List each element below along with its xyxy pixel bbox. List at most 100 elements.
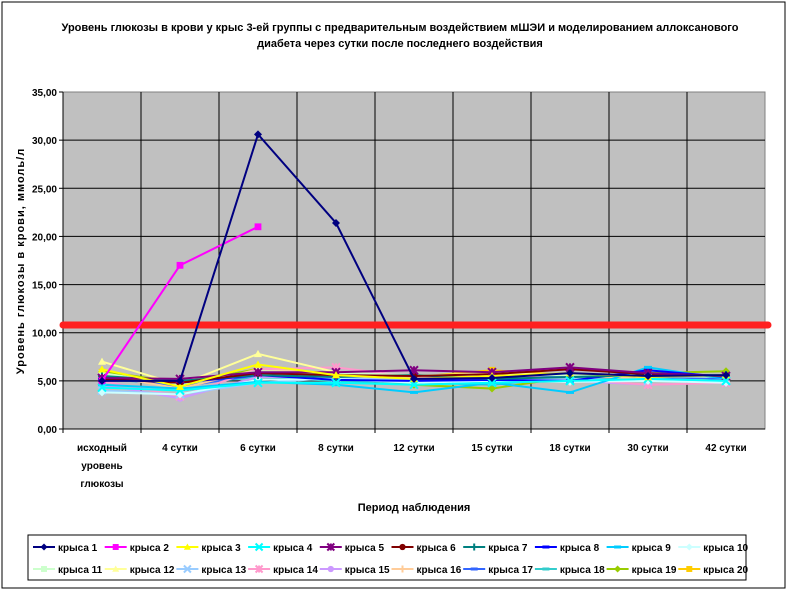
legend-item-17: крыса 17	[463, 565, 533, 576]
legend-item-15: крыса 15	[319, 565, 390, 576]
data-point	[97, 382, 107, 393]
legend-swatch-marker	[112, 565, 120, 572]
legend-label: крыса 2	[130, 543, 170, 554]
x-tick-label: 30 сутки	[627, 443, 668, 454]
legend-label: крыса 8	[560, 543, 600, 554]
legend-swatch-marker	[686, 566, 693, 572]
y-tick-label: 15,00	[32, 281, 57, 292]
legend-label: крыса 20	[703, 565, 748, 576]
legend-item-18: крыса 18	[534, 565, 605, 576]
legend: крыса 1 крыса 2 крыса 3 крыса 4 крыса 5 крыса…	[33, 542, 749, 576]
legend-label: крыса 5	[345, 543, 385, 554]
x-tick-labels: исходный уровень глюкозы 4 сутки 6 сутки 8 су…	[62, 429, 747, 490]
legend-label: крыса 19	[632, 565, 677, 576]
x-tick-label: уровень	[81, 461, 122, 472]
data-point	[332, 371, 340, 379]
data-point	[176, 376, 184, 385]
legend-label: крыса 3	[201, 543, 241, 554]
x-tick-label: 4 сутки	[162, 443, 198, 454]
x-tick-label: исходный	[77, 443, 127, 454]
data-point	[98, 357, 106, 365]
legend-swatch-marker	[254, 564, 264, 574]
legend-item-3: крыса 3	[176, 543, 241, 554]
chart-title-line-2: диабета через сутки после последнего воз…	[257, 38, 543, 50]
data-point	[253, 367, 263, 377]
legend-label: крыса 17	[488, 565, 533, 576]
legend-box	[27, 534, 747, 581]
legend-swatch-marker	[41, 566, 47, 572]
x-tick-label: 6 сутки	[240, 443, 276, 454]
chart-title-line-1: Уровень глюкозы в крови у крыс 3-ей груп…	[62, 22, 739, 34]
y-tick-label: 5,00	[38, 377, 58, 388]
legend-item-14: крыса 14	[248, 564, 318, 576]
legend-label: крыса 10	[703, 543, 748, 554]
legend-label: крыса 16	[417, 565, 462, 576]
series-1	[98, 130, 730, 385]
y-tick-label: 0,00	[38, 425, 58, 436]
data-point	[254, 130, 262, 139]
legend-item-8: крыса 8	[534, 543, 600, 554]
legend-label: крыса 14	[273, 565, 318, 576]
x-tick-label: глюкозы	[80, 479, 123, 490]
legend-item-11: крыса 11	[33, 565, 103, 576]
y-tick-label: 20,00	[32, 232, 57, 243]
legend-item-20: крыса 20	[678, 565, 749, 576]
legend-swatch-marker	[399, 565, 406, 573]
data-point	[410, 374, 418, 383]
legend-label: крыса 13	[201, 565, 246, 576]
data-point	[253, 378, 263, 388]
legend-swatch-marker	[685, 543, 693, 551]
legend-item-1: крыса 1	[33, 543, 98, 554]
legend-swatch-marker	[112, 544, 119, 550]
legend-label: крыса 7	[488, 543, 528, 554]
y-tick-label: 35,00	[32, 88, 57, 99]
legend-item-16: крыса 16	[391, 565, 462, 576]
legend-item-12: крыса 12	[104, 565, 175, 576]
x-tick-label: 18 сутки	[549, 443, 590, 454]
data-point	[98, 365, 106, 373]
y-axis-label: Уровень глюкозы в крови, ммоль/л	[15, 148, 27, 374]
legend-label: крыса 12	[130, 565, 175, 576]
data-point	[487, 378, 497, 388]
x-tick-label: 8 сутки	[318, 443, 354, 454]
legend-label: крыса 9	[632, 543, 672, 554]
data-point	[176, 382, 184, 390]
data-point	[722, 371, 730, 380]
legend-swatch-marker	[40, 543, 48, 551]
legend-item-5: крыса 5	[319, 542, 385, 554]
legend-swatch-marker	[470, 543, 478, 551]
data-point	[254, 223, 262, 231]
data-point	[254, 349, 262, 358]
legend-item-19: крыса 19	[606, 565, 677, 576]
legend-item-9: крыса 9	[606, 543, 672, 554]
x-tick-label: 12 сутки	[393, 443, 434, 454]
data-point	[565, 376, 575, 386]
data-point	[176, 261, 184, 269]
x-tick-label: 15 сутки	[471, 443, 512, 454]
data-point	[332, 218, 340, 227]
data-point	[566, 369, 574, 378]
x-axis-label: Период наблюдения	[358, 502, 471, 514]
data-point	[644, 372, 652, 381]
legend-label: крыса 11	[58, 565, 103, 576]
y-tick-label: 30,00	[32, 136, 57, 147]
legend-swatch-marker	[327, 565, 334, 573]
data-point	[98, 376, 106, 385]
x-tick-label: 42 сутки	[705, 443, 746, 454]
legend-item-2: крыса 2	[104, 543, 170, 554]
data-point	[488, 373, 496, 382]
legend-item-13: крыса 13	[176, 564, 247, 576]
data-point	[488, 384, 496, 393]
legend-item-7: крыса 7	[463, 543, 528, 554]
legend-label: крыса 15	[345, 565, 390, 576]
legend-label: крыса 4	[273, 543, 313, 554]
y-tick-label: 25,00	[32, 184, 57, 195]
legend-item-10: крыса 10	[678, 543, 749, 554]
y-tick-label: 10,00	[32, 329, 57, 340]
data-point	[254, 360, 262, 368]
legend-swatch-marker	[254, 542, 264, 552]
legend-swatch-marker	[183, 543, 191, 550]
legend-swatch-marker	[326, 542, 336, 552]
legend-label: крыса 18	[560, 565, 605, 576]
